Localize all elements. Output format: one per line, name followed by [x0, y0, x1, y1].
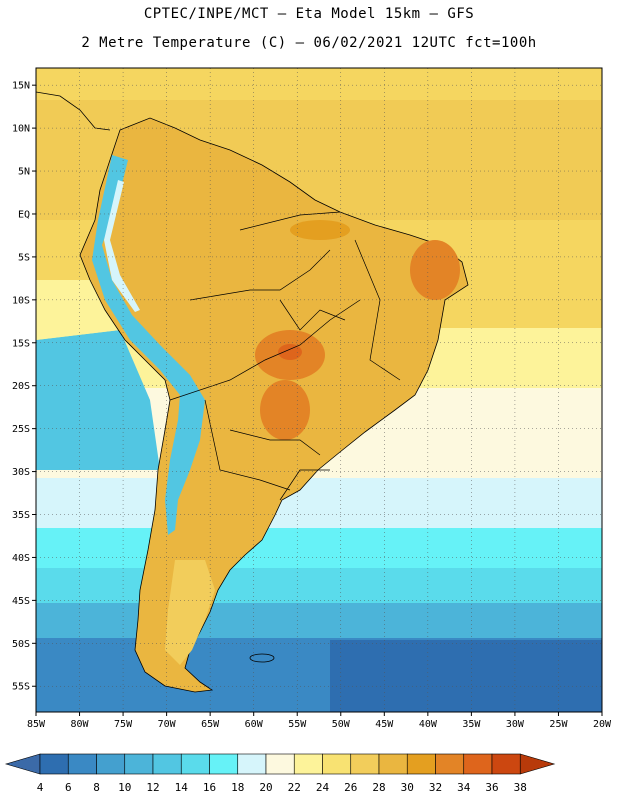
colorbar-low-arrow [4, 753, 41, 775]
colorbar-label: 12 [146, 781, 159, 794]
lat-tick-label: 35S [12, 510, 30, 521]
falklands [249, 653, 275, 663]
colorbar-label: 6 [65, 781, 72, 794]
lat-tick-label: 10S [12, 295, 30, 306]
lat-tick-label: 20S [12, 381, 30, 392]
lat-tick-label: 25S [12, 424, 30, 435]
hot-spot [278, 344, 302, 360]
lon-tick-label: 20W [593, 719, 612, 730]
colorbar-swatch [96, 753, 126, 775]
lat-tick-label: 10N [12, 124, 30, 135]
colorbar-swatch [322, 753, 352, 775]
lon-tick-label: 30W [506, 719, 525, 730]
andes-cold-spine [92, 155, 205, 535]
lon-tick-label: 65W [201, 719, 220, 730]
ocean-band-14 [36, 568, 602, 603]
colorbar-label: 34 [457, 781, 471, 794]
colorbar-swatch [152, 753, 182, 775]
colorbar-label: 8 [93, 781, 100, 794]
lat-tick-label: 45S [12, 596, 30, 607]
colorbar-label: 28 [372, 781, 385, 794]
lon-tick-label: 80W [71, 719, 90, 730]
lon-tick-label: 55W [288, 719, 307, 730]
colorbar-label: 14 [175, 781, 189, 794]
colorbar-high-arrow [519, 753, 556, 775]
colorbar: 4 6 8 10 12 14 16 18 20 22 24 26 28 30 32 34 36 38 [4, 753, 556, 794]
andes-warm-slope [104, 180, 140, 312]
ocean-band-6 [330, 640, 602, 712]
colorbar-swatch [67, 753, 97, 775]
colorbar-label: 10 [118, 781, 131, 794]
lat-tick-label: EQ [18, 209, 30, 220]
map-axes: 15N 10N 5N EQ 5S 10S 15S 20S 25S 30S 35S 40S 45S 50S 5… [12, 81, 612, 730]
colorbar-swatch [237, 753, 267, 775]
colorbar-swatch [435, 753, 465, 775]
colorbar-label: 20 [259, 781, 272, 794]
lat-tick-label: 50S [12, 639, 30, 650]
caribbean-coast [36, 91, 111, 131]
colorbar-label: 38 [514, 781, 527, 794]
colorbar-label: 18 [231, 781, 244, 794]
ocean-band-16 [36, 528, 602, 568]
colorbar-label: 24 [316, 781, 330, 794]
lon-tick-label: 85W [27, 719, 46, 730]
colorbar-swatch [463, 753, 493, 775]
colorbar-swatch [180, 753, 210, 775]
colorbar-swatch [293, 753, 323, 775]
hot-core-amazon [290, 220, 350, 240]
lat-tick-label: 30S [12, 467, 30, 478]
colorbar-swatch [39, 753, 69, 775]
title-line-1: CPTEC/INPE/MCT – Eta Model 15km – GFS [143, 6, 475, 22]
colorbar-label: 30 [401, 781, 414, 794]
colorbar-swatch [491, 753, 521, 775]
lat-tick-label: 40S [12, 553, 30, 564]
colorbar-label: 22 [288, 781, 301, 794]
colorbar-swatch [406, 753, 436, 775]
lon-tick-label: 60W [245, 719, 264, 730]
patagonia-mild [165, 560, 215, 665]
colorbar-label: 16 [203, 781, 216, 794]
colorbar-swatch [350, 753, 380, 775]
colorbar-swatch [209, 753, 239, 775]
lon-tick-label: 35W [462, 719, 481, 730]
pacific-cool-strip [36, 330, 160, 470]
country-borders [169, 211, 401, 501]
lat-tick-label: 55S [12, 682, 30, 693]
lon-tick-label: 75W [114, 719, 133, 730]
lat-tick-label: 5S [18, 252, 30, 263]
colorbar-swatch [265, 753, 295, 775]
lon-tick-label: 40W [419, 719, 438, 730]
ocean-band-12 [36, 603, 602, 638]
lon-tick-label: 25W [549, 719, 568, 730]
map-frame [35, 67, 603, 713]
ocean-band-18 [36, 478, 602, 528]
colorbar-label: 4 [37, 781, 44, 794]
lon-tick-label: 70W [158, 719, 177, 730]
title-line-2: 2 Metre Temperature (C) – 06/02/2021 12U… [81, 35, 537, 51]
lat-tick-label: 15S [12, 338, 30, 349]
colorbar-label: 36 [485, 781, 498, 794]
hot-core-northeast [410, 240, 460, 300]
lat-tick-label: 5N [18, 167, 30, 178]
colorbar-label: 32 [429, 781, 442, 794]
colorbar-swatch [124, 753, 154, 775]
lat-tick-label: 15N [12, 81, 30, 92]
colorbar-swatch [378, 753, 408, 775]
lon-tick-label: 50W [332, 719, 351, 730]
colorbar-label: 26 [344, 781, 357, 794]
lon-tick-label: 45W [375, 719, 394, 730]
hot-core-paraguay [260, 380, 310, 440]
